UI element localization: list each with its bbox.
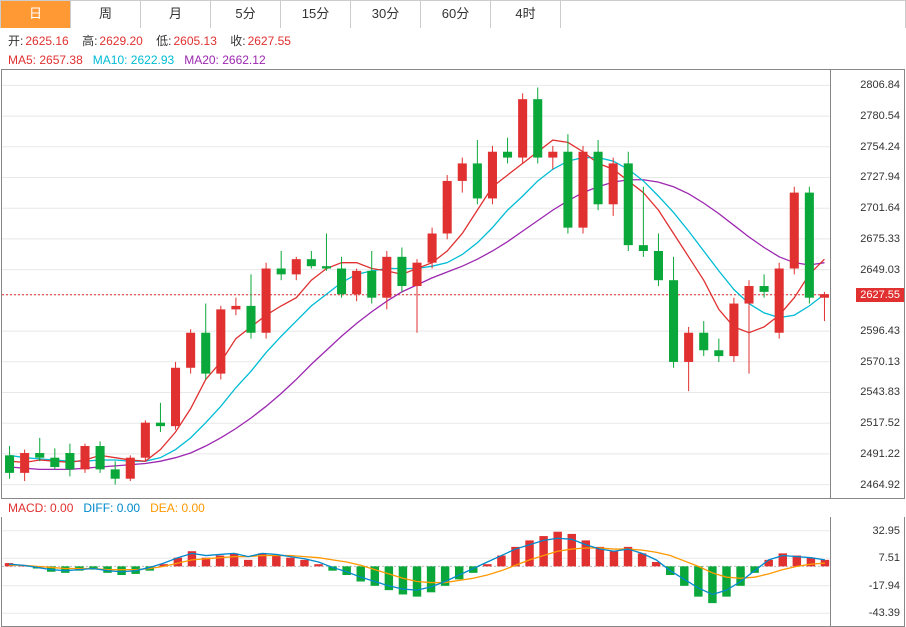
last-price-tag: 2627.55 — [856, 288, 904, 302]
tab-周[interactable]: 周 — [71, 1, 141, 28]
ohlc-row: 开:2625.16 高:2629.20 低:2605.13 收:2627.55 — [0, 28, 906, 53]
ma-row: MA5: 2657.38 MA10: 2622.93 MA20: 2662.12 — [0, 53, 906, 69]
macd-chart[interactable]: -43.39-17.947.5132.95 — [1, 517, 905, 627]
price-axis: 2464.922491.222517.522543.832570.132596.… — [830, 70, 904, 498]
tab-30分[interactable]: 30分 — [351, 1, 421, 28]
tab-4时[interactable]: 4时 — [491, 1, 561, 28]
macd-axis: -43.39-17.947.5132.95 — [830, 517, 904, 626]
tab-60分[interactable]: 60分 — [421, 1, 491, 28]
tab-日[interactable]: 日 — [1, 1, 71, 28]
tab-15分[interactable]: 15分 — [281, 1, 351, 28]
timeframe-tabs: 日周月5分15分30分60分4时 — [0, 0, 906, 28]
tab-月[interactable]: 月 — [141, 1, 211, 28]
tab-5分[interactable]: 5分 — [211, 1, 281, 28]
macd-label-row: MACD: 0.00 DIFF: 0.00 DEA: 0.00 — [0, 499, 906, 517]
candlestick-chart[interactable]: 2464.922491.222517.522543.832570.132596.… — [1, 69, 905, 499]
